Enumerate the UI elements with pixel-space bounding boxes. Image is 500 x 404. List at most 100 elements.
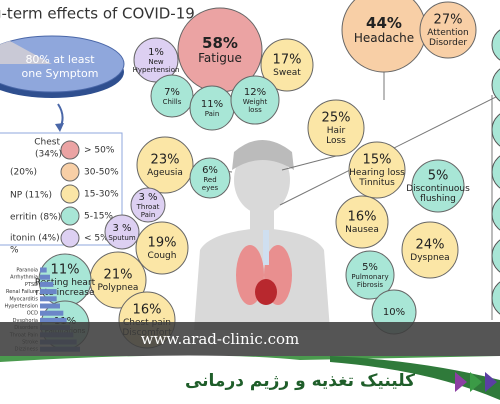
node-pct: 11% [51, 263, 80, 278]
node [411, 159, 465, 213]
bar [40, 310, 64, 316]
node-label: Red [203, 176, 216, 184]
node-label: Fatigue [198, 51, 242, 65]
bar [40, 274, 50, 280]
node-pct: 27% [434, 13, 463, 28]
node-pct: 21% [104, 268, 133, 283]
trachea [263, 230, 269, 265]
node-label: Pulmonary [351, 273, 388, 281]
pie-slice [0, 41, 52, 64]
banner-brand: کلینیک تغذیه و رژیم درمانی [185, 371, 415, 391]
node-label: Sputum [108, 234, 136, 242]
bar-label: PTSD [25, 282, 38, 288]
node-label: Hearing loss [349, 168, 405, 178]
node-label: Pain [141, 211, 156, 219]
node-label: Hypertension [133, 66, 180, 74]
node-label: eyes [202, 184, 219, 192]
bar-label: Hypertension [5, 304, 38, 310]
title: g-term effects of COVID-19 [0, 5, 195, 23]
node [419, 1, 477, 59]
node-label: Cough [148, 251, 177, 261]
node-pct: 25% [322, 111, 351, 126]
node-pct: 6% [202, 165, 218, 176]
legend-label: < 5% [84, 234, 109, 244]
node-pct: 3 % [138, 192, 157, 203]
side-text: itonin (4%) [10, 234, 60, 244]
node-label: New [148, 58, 164, 66]
bar [40, 303, 60, 309]
node [189, 157, 231, 199]
node-pct: 12% [244, 87, 266, 98]
bar-label: Arrhythmia [10, 275, 38, 281]
node-label: Discontinuous [406, 184, 470, 194]
bar [40, 296, 57, 302]
node-label: flushing [420, 194, 456, 204]
node [260, 38, 314, 92]
legend-label: 15-30% [84, 190, 119, 200]
legend-swatch [60, 140, 80, 160]
right-column [491, 29, 500, 315]
node-label: Chills [163, 98, 182, 106]
node-pct: 3 % [112, 223, 131, 234]
pie-label: 80% at least [25, 53, 95, 66]
logo [455, 372, 497, 392]
node-pct: 16% [133, 303, 162, 318]
node [104, 214, 140, 250]
node-pct: 44% [366, 14, 402, 32]
node-pct: 10% [383, 307, 405, 318]
pie [0, 35, 125, 93]
node-label: Loss [326, 136, 346, 146]
banner-band [0, 322, 500, 356]
node-label: Resting heart [35, 278, 96, 288]
bar-label: OCD [27, 311, 38, 317]
legend-swatch [60, 206, 80, 226]
node-pct: 7% [164, 87, 180, 98]
node-pct: 24% [416, 238, 445, 253]
node-pct: 5% [362, 262, 378, 273]
node-pct: 11% [201, 99, 223, 110]
arrow-head [55, 123, 64, 132]
node-label: Dyspnea [410, 253, 449, 263]
side-text: % [10, 246, 19, 256]
legend-swatch [60, 162, 80, 182]
node-pct: 17% [273, 53, 302, 68]
node-label: Disorder [429, 38, 467, 48]
pie-label: one Symptom [22, 67, 99, 80]
node-label: Throat [136, 203, 160, 211]
node-label: rate increase [35, 288, 95, 298]
bar [40, 317, 67, 323]
node [230, 75, 280, 125]
node [401, 221, 459, 279]
side-text: Chest [34, 138, 60, 148]
node-pct: 58% [202, 34, 238, 52]
node-label: Headache [354, 31, 414, 45]
bar [40, 289, 57, 295]
node-pct: 23% [151, 153, 180, 168]
bar-label: Renal Failure [6, 289, 38, 295]
node-label: Fibrosis [357, 281, 384, 289]
bar-label: Dysphoria [13, 318, 38, 324]
node-label: Nausea [345, 225, 379, 235]
side-text: (34%) [35, 150, 62, 160]
legend-swatch [60, 228, 80, 248]
node [348, 141, 406, 199]
banner-url: www.arad-clinic.com [141, 330, 300, 348]
node-pct: 16% [348, 210, 377, 225]
node-label: Attention [427, 28, 469, 38]
side-text: erritin (8%) [10, 213, 61, 223]
node-label: loss [248, 106, 262, 114]
node-pct: 1% [148, 47, 164, 58]
node [130, 187, 166, 223]
wave [330, 356, 500, 400]
node-pct: 15% [363, 153, 392, 168]
node-label: Tinnitus [358, 178, 395, 188]
legend-label: 30-50% [84, 168, 119, 178]
side-text: NP (11%) [10, 191, 52, 201]
node-label: Hair [327, 126, 346, 136]
connector [281, 155, 337, 171]
bar [40, 267, 47, 273]
node-label: Pain [205, 110, 220, 118]
node-pct: 19% [148, 236, 177, 251]
bar-label: Myocarditis [9, 296, 38, 302]
legend-label: 5-15% [84, 212, 113, 222]
